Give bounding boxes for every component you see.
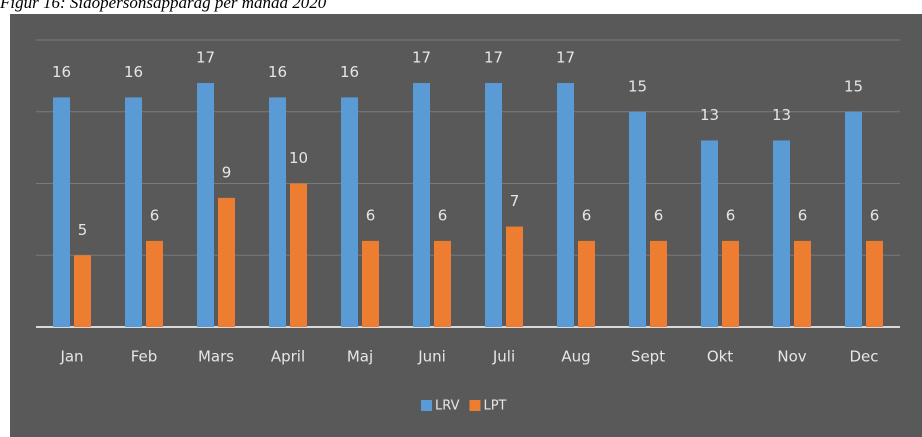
bar [845,111,862,327]
data-label: 16 [124,63,143,81]
data-label: 16 [268,63,287,81]
x-tick-label: Sept [631,348,665,366]
legend-swatch [469,400,481,411]
data-label: 5 [78,221,88,239]
bar [197,83,214,327]
bar [290,183,307,327]
data-label: 6 [798,206,808,224]
x-tick-label: Juni [417,348,446,366]
data-label: 16 [340,63,359,81]
data-label: 17 [196,49,215,67]
x-tick-label: Nov [777,348,806,366]
x-tick-label: Juli [492,348,515,366]
bar [434,240,451,327]
bar [74,255,91,327]
bar [773,140,790,327]
bar [125,97,142,328]
data-label: 17 [484,49,503,67]
x-tick-label: Mars [198,348,234,366]
x-tick-label: April [271,348,305,366]
data-label: 6 [654,206,664,224]
legend-label: LRV [435,399,460,414]
bar [629,111,646,327]
data-label: 15 [628,77,647,95]
legend-swatch [421,400,432,411]
x-tick-label: Aug [561,348,590,366]
bar [557,83,574,327]
data-label: 6 [582,206,592,224]
bar [218,197,235,327]
legend-label: LPT [483,399,506,414]
bar [269,97,286,328]
x-tick-label: Okt [707,348,733,366]
bar [701,140,718,327]
bar [362,240,379,327]
x-tick-label: Maj [347,348,373,366]
data-label: 10 [289,149,308,167]
data-label: 6 [150,206,160,224]
data-label: 16 [52,63,71,81]
bar [650,240,667,327]
data-label: 6 [366,206,376,224]
data-label: 13 [772,106,791,124]
data-label: 15 [844,77,863,95]
data-label: 6 [870,206,880,224]
bar [146,240,163,327]
bar [794,240,811,327]
x-tick-label: Jan [59,348,83,366]
data-label: 6 [438,206,448,224]
chart-title: Figur 16: Sidopersonsapparag per månad 2… [0,0,327,12]
bar [722,240,739,327]
bar [578,240,595,327]
data-label: 6 [726,206,736,224]
x-tick-label: Feb [131,348,158,366]
bar [413,83,430,327]
x-tick-label: Dec [849,348,878,366]
data-label: 17 [412,49,431,67]
bar [506,226,523,327]
bar [341,97,358,328]
bar [485,83,502,327]
data-label: 7 [510,192,520,210]
plot-background [10,14,922,437]
bar [866,240,883,327]
data-label: 13 [700,106,719,124]
bar [53,97,70,328]
data-label: 9 [222,163,232,181]
data-label: 17 [556,49,575,67]
